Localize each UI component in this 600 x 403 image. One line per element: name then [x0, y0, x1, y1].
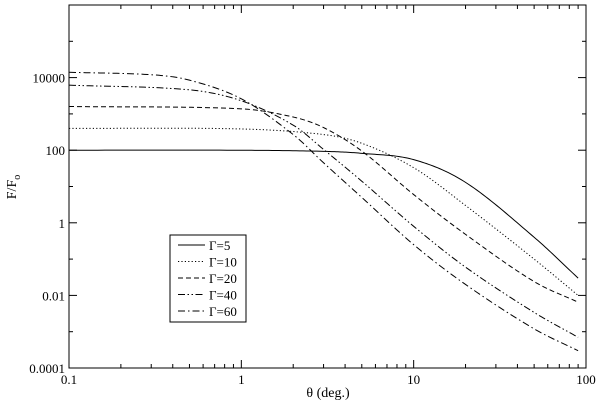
legend-label-gamma-40: Γ=40	[209, 288, 237, 303]
y-tick-label: 10000	[33, 71, 66, 86]
x-tick-label: 10	[407, 372, 420, 387]
x-tick-label: 0.1	[61, 372, 77, 387]
plot-frame	[68, 4, 587, 369]
y-tick-label: 0.01	[42, 288, 65, 303]
legend: Γ=5 Γ=10Γ=20 Γ=40Γ=60	[169, 234, 247, 323]
series-line-gamma-60	[68, 71, 579, 352]
legend-items: Γ=5 Γ=10Γ=20 Γ=40Γ=60	[178, 238, 237, 319]
x-tick-label: 100	[576, 372, 596, 387]
legend-label-gamma-60: Γ=60	[209, 304, 237, 319]
series-line-gamma-20	[68, 105, 579, 303]
x-axis-title: θ (deg.)	[306, 386, 350, 401]
tick-labels: 0.1 1 10 100 0.0001 0.01 1 100 10000	[29, 71, 596, 387]
legend-label-gamma-20: Γ=20	[209, 271, 237, 286]
y-axis-title-subscript: o	[12, 175, 23, 180]
y-tick-label: 100	[46, 143, 66, 158]
x-tick-label: 1	[238, 372, 245, 387]
series-line-gamma-5	[69, 149, 579, 279]
series-line-gamma-10	[68, 127, 579, 296]
y-tick-label: 1	[59, 216, 66, 231]
y-axis-title-main: F/F	[5, 180, 20, 200]
series-line-gamma-40	[68, 84, 579, 338]
y-axis-title: F/Fo	[5, 175, 23, 199]
legend-label-gamma-10: Γ=10	[209, 255, 237, 270]
legend-label-gamma-5: Γ=5	[209, 238, 230, 253]
y-tick-label: 0.0001	[29, 361, 65, 376]
legend-box	[169, 234, 247, 323]
ticks	[68, 4, 587, 369]
series-lines	[68, 71, 579, 352]
